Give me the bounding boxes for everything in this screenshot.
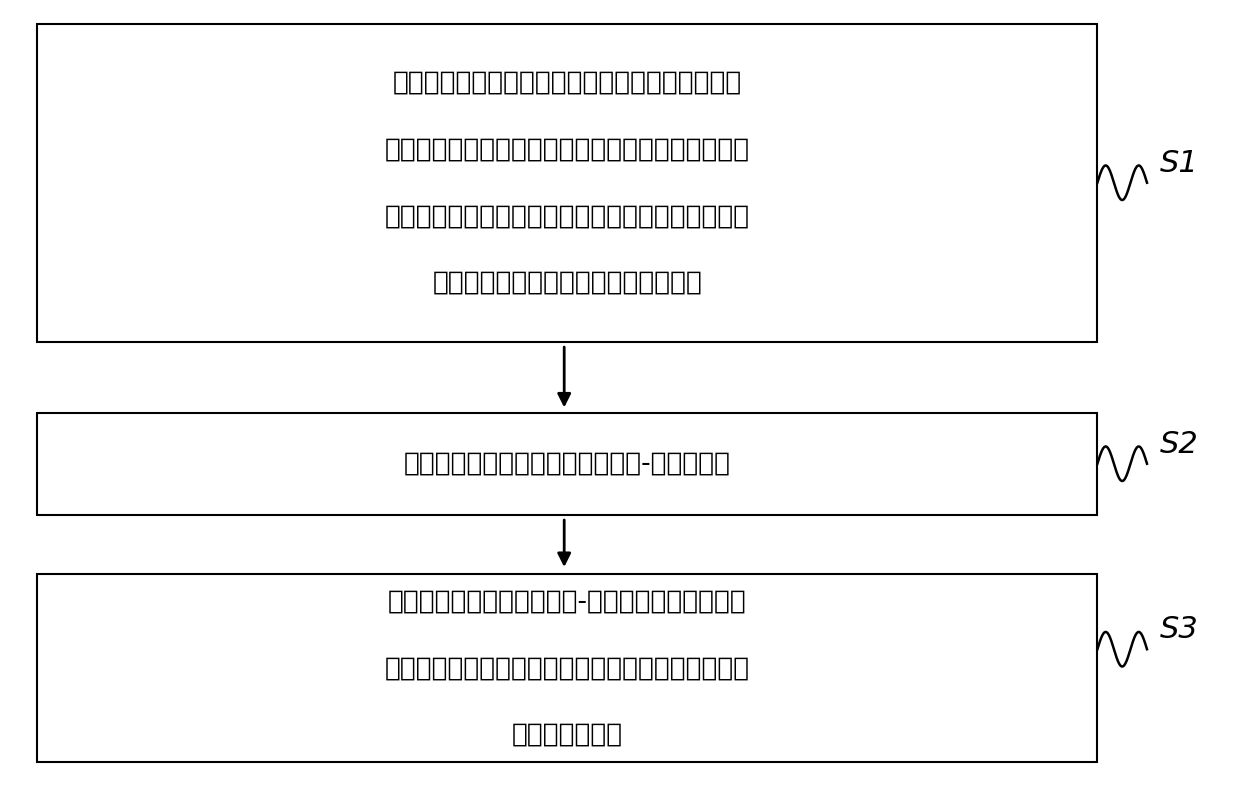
Text: 根据多个时间和预设的时间-扇区关系表获取电机的: 根据多个时间和预设的时间-扇区关系表获取电机的 xyxy=(388,588,746,615)
Text: S2: S2 xyxy=(1159,430,1198,458)
Text: S1: S1 xyxy=(1159,149,1198,178)
FancyBboxPatch shape xyxy=(37,24,1097,342)
Text: 预设电流值所需的时间以获得多个时间: 预设电流值所需的时间以获得多个时间 xyxy=(433,270,702,296)
Text: 根据预设导通方式获取预设的时间-扇区关系表: 根据预设导通方式获取预设的时间-扇区关系表 xyxy=(404,450,730,477)
FancyBboxPatch shape xyxy=(37,413,1097,515)
Text: 按照预设导通方式对电机的定子绕组进行导通控制: 按照预设导通方式对电机的定子绕组进行导通控制 xyxy=(393,69,742,96)
Text: 电机的转子位置: 电机的转子位置 xyxy=(512,722,622,748)
Text: 时，依次在电机的定子绕组的不同相位施加电压检测: 时，依次在电机的定子绕组的不同相位施加电压检测 xyxy=(384,136,750,163)
FancyBboxPatch shape xyxy=(37,574,1097,762)
Text: S3: S3 xyxy=(1159,615,1198,644)
Text: 脉冲，并通过获取定子绕组在每个相位的电流值达到: 脉冲，并通过获取定子绕组在每个相位的电流值达到 xyxy=(384,203,750,230)
Text: 转子所在的扇区，并根据电机的转子所在的扇区获得: 转子所在的扇区，并根据电机的转子所在的扇区获得 xyxy=(384,655,750,681)
